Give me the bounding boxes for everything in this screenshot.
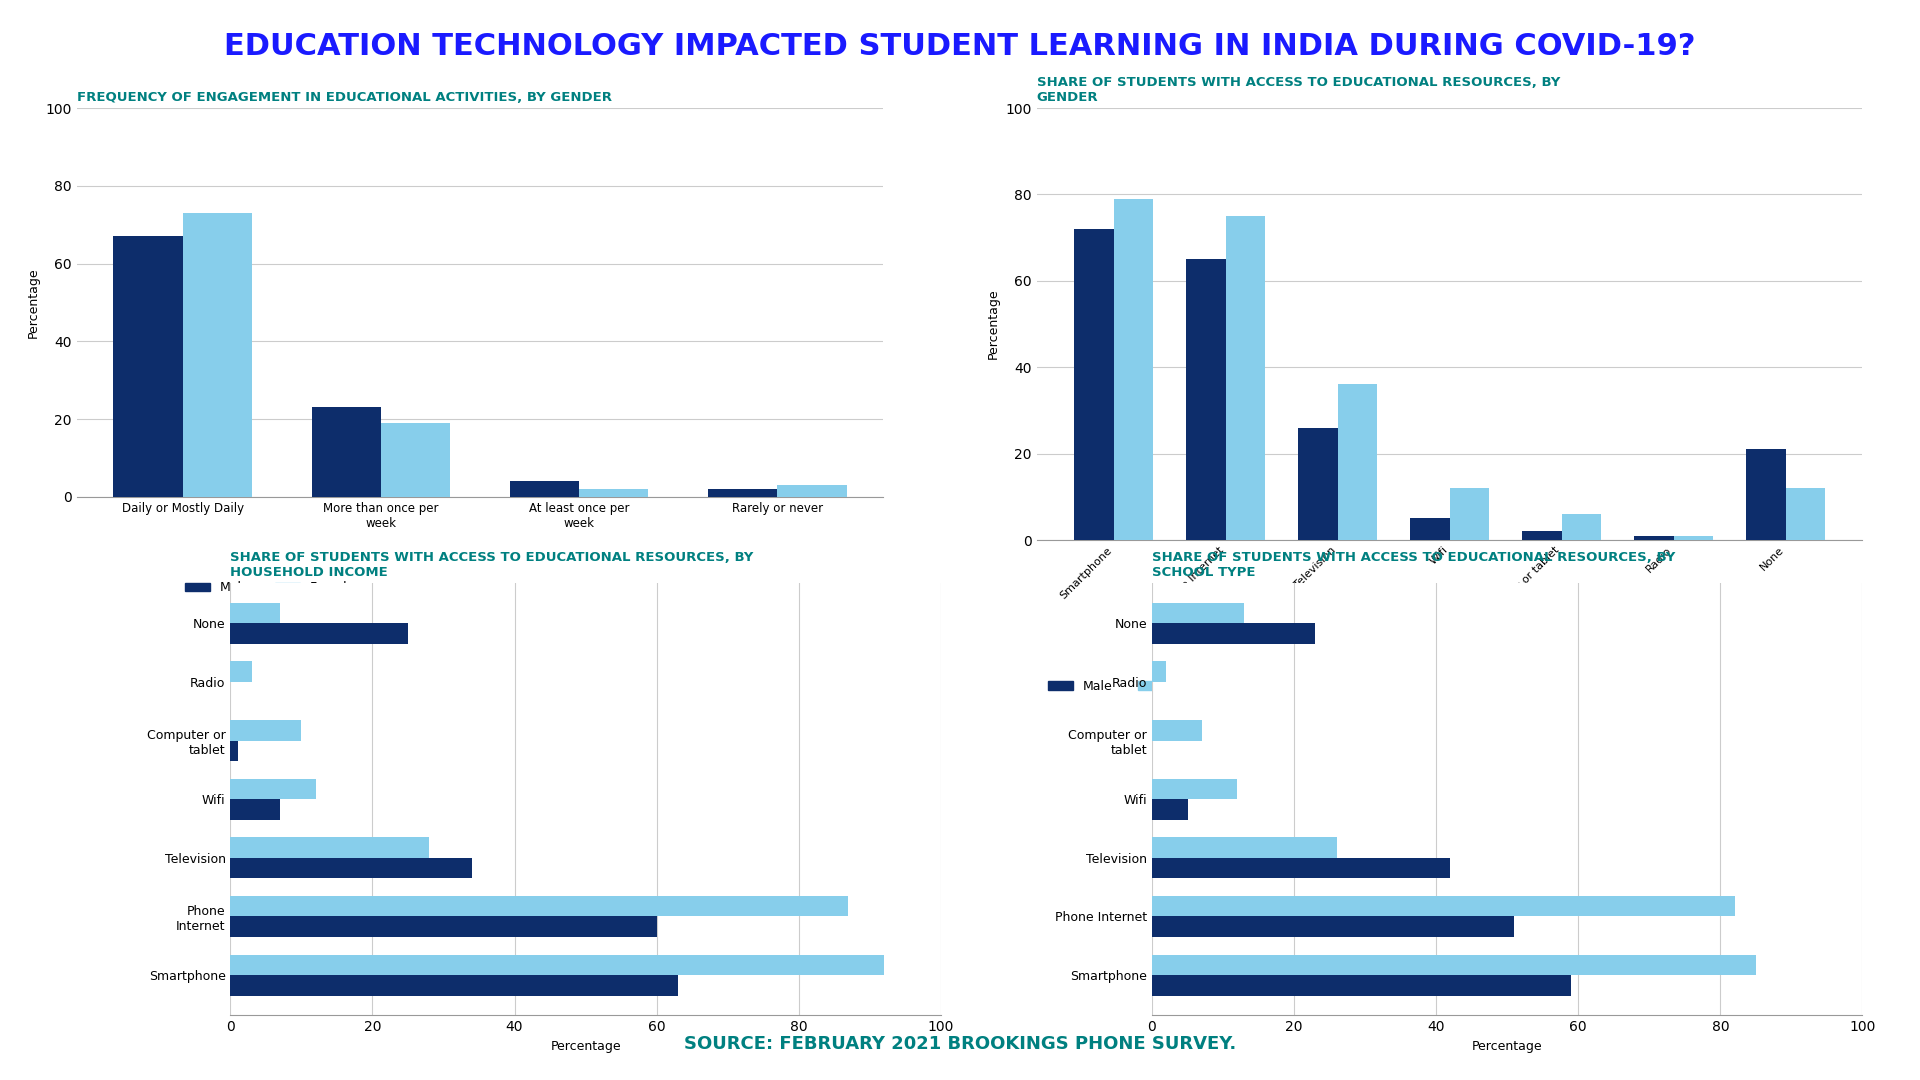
Bar (1152, 720, 1202, 741)
Bar (380, 423, 451, 497)
Bar (1152, 603, 1244, 623)
Bar (1152, 623, 1315, 644)
Bar (311, 407, 380, 497)
Text: FREQUENCY OF ENGAGEMENT IN EDUCATIONAL ACTIVITIES, BY GENDER: FREQUENCY OF ENGAGEMENT IN EDUCATIONAL A… (77, 91, 612, 104)
Bar (1786, 488, 1824, 540)
Text: SHARE OF STUDENTS WITH ACCESS TO EDUCATIONAL RESOURCES, BY
HOUSEHOLD INCOME: SHARE OF STUDENTS WITH ACCESS TO EDUCATI… (230, 551, 755, 579)
Bar (1152, 975, 1571, 996)
Bar (1152, 779, 1236, 799)
X-axis label: Percentage: Percentage (1473, 1040, 1542, 1053)
Text: SHARE OF STUDENTS WITH ACCESS TO EDUCATIONAL RESOURCES, BY
SCHOOL TYPE: SHARE OF STUDENTS WITH ACCESS TO EDUCATI… (1152, 551, 1676, 579)
Bar (1298, 428, 1338, 540)
Bar (230, 975, 678, 996)
Bar (708, 489, 778, 497)
Bar (230, 720, 301, 741)
Bar (1152, 896, 1734, 917)
Bar (230, 661, 252, 681)
Bar (230, 603, 280, 623)
Text: SOURCE: FEBRUARY 2021 BROOKINGS PHONE SURVEY.: SOURCE: FEBRUARY 2021 BROOKINGS PHONE SU… (684, 1035, 1236, 1053)
Bar (1152, 917, 1515, 937)
Bar (230, 896, 849, 917)
Bar (1338, 384, 1377, 540)
X-axis label: Percentage: Percentage (551, 1040, 620, 1053)
Y-axis label: Percentage: Percentage (27, 267, 40, 338)
Bar (1225, 216, 1265, 540)
Bar (230, 799, 280, 820)
Bar (1152, 799, 1187, 820)
Legend: Male, Female: Male, Female (1043, 675, 1223, 698)
Bar (230, 623, 407, 644)
Bar (1152, 661, 1165, 681)
Bar (1152, 955, 1755, 975)
Bar (230, 741, 238, 761)
Bar (1561, 514, 1601, 540)
Bar (1674, 536, 1713, 540)
Bar (1411, 518, 1450, 540)
Bar (230, 837, 430, 858)
Bar (509, 482, 580, 497)
Bar (1152, 837, 1336, 858)
Bar (1187, 259, 1225, 540)
Bar (230, 858, 472, 878)
Bar (1075, 229, 1114, 540)
Bar (230, 955, 883, 975)
Bar (1634, 536, 1674, 540)
Bar (778, 485, 847, 497)
Bar (580, 489, 649, 497)
Bar (1747, 449, 1786, 540)
Bar (230, 917, 657, 937)
Bar (1152, 858, 1450, 878)
Legend: Male, Female: Male, Female (180, 577, 359, 599)
Bar (1450, 488, 1488, 540)
Bar (1523, 531, 1561, 540)
Bar (1114, 199, 1152, 540)
Text: EDUCATION TECHNOLOGY IMPACTED STUDENT LEARNING IN INDIA DURING COVID-19?: EDUCATION TECHNOLOGY IMPACTED STUDENT LE… (225, 32, 1695, 62)
Bar (230, 779, 315, 799)
Bar (113, 237, 182, 497)
Text: SHARE OF STUDENTS WITH ACCESS TO EDUCATIONAL RESOURCES, BY
GENDER: SHARE OF STUDENTS WITH ACCESS TO EDUCATI… (1037, 76, 1561, 104)
Y-axis label: Percentage: Percentage (987, 288, 1000, 360)
Bar (182, 213, 252, 497)
